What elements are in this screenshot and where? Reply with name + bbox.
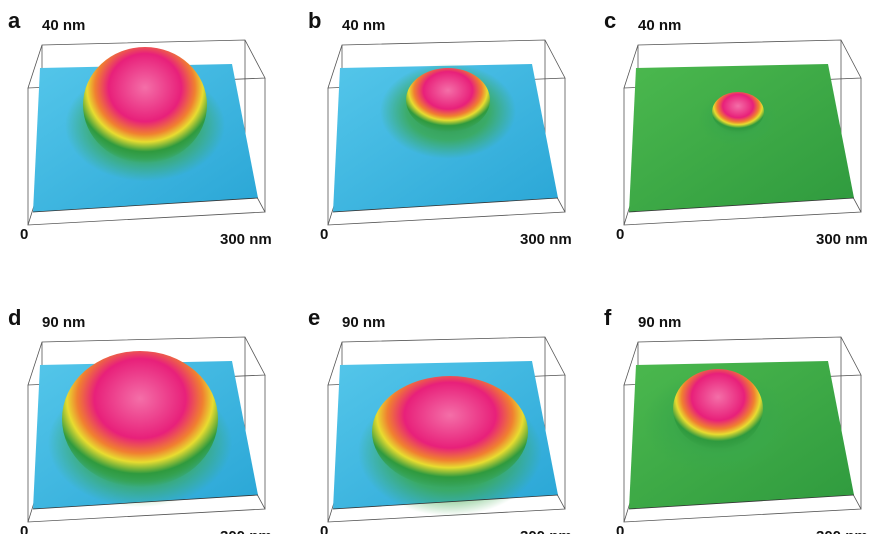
- x-label: 300 nm: [520, 231, 572, 248]
- peak: [406, 68, 490, 132]
- x-label: 300 nm: [220, 528, 272, 534]
- figure: a40 nm0300 nmb40 nm0300 nmc40 nm0300 nmd…: [0, 0, 877, 534]
- panel-letter: e: [308, 305, 320, 330]
- peak: [83, 47, 207, 163]
- peak: [372, 376, 528, 488]
- origin-label: 0: [616, 226, 624, 243]
- panel-letter: a: [8, 8, 21, 33]
- z-label: 90 nm: [638, 314, 681, 331]
- x-label: 300 nm: [520, 528, 572, 534]
- origin-label: 0: [320, 523, 328, 534]
- origin-label: 0: [20, 226, 28, 243]
- x-label: 300 nm: [816, 528, 868, 534]
- afm-panel: c 40 nm 0 300 nm: [604, 8, 868, 248]
- afm-panel: b 40 nm 0 300 nm: [308, 8, 572, 248]
- origin-label: 0: [616, 523, 624, 534]
- panel-letter: d: [8, 305, 21, 330]
- z-label: 40 nm: [638, 17, 681, 34]
- peak: [62, 351, 218, 487]
- origin-label: 0: [320, 226, 328, 243]
- afm-panel: e 90 nm 0 300 nm: [308, 305, 572, 534]
- afm-panel: d 90 nm 0 300 nm: [8, 305, 272, 534]
- x-label: 300 nm: [816, 231, 868, 248]
- panel-letter: c: [604, 8, 616, 33]
- panel-letter: f: [604, 305, 612, 330]
- afm-panel: f 90 nm 0 300 nm: [604, 305, 868, 534]
- afm-panel: a 40 nm 0 300 nm: [8, 8, 272, 248]
- z-label: 40 nm: [342, 17, 385, 34]
- peak: [712, 92, 764, 132]
- z-label: 40 nm: [42, 17, 85, 34]
- origin-label: 0: [20, 523, 28, 534]
- z-label: 90 nm: [42, 314, 85, 331]
- x-label: 300 nm: [220, 231, 272, 248]
- peak: [673, 369, 763, 449]
- z-label: 90 nm: [342, 314, 385, 331]
- panel-letter: b: [308, 8, 321, 33]
